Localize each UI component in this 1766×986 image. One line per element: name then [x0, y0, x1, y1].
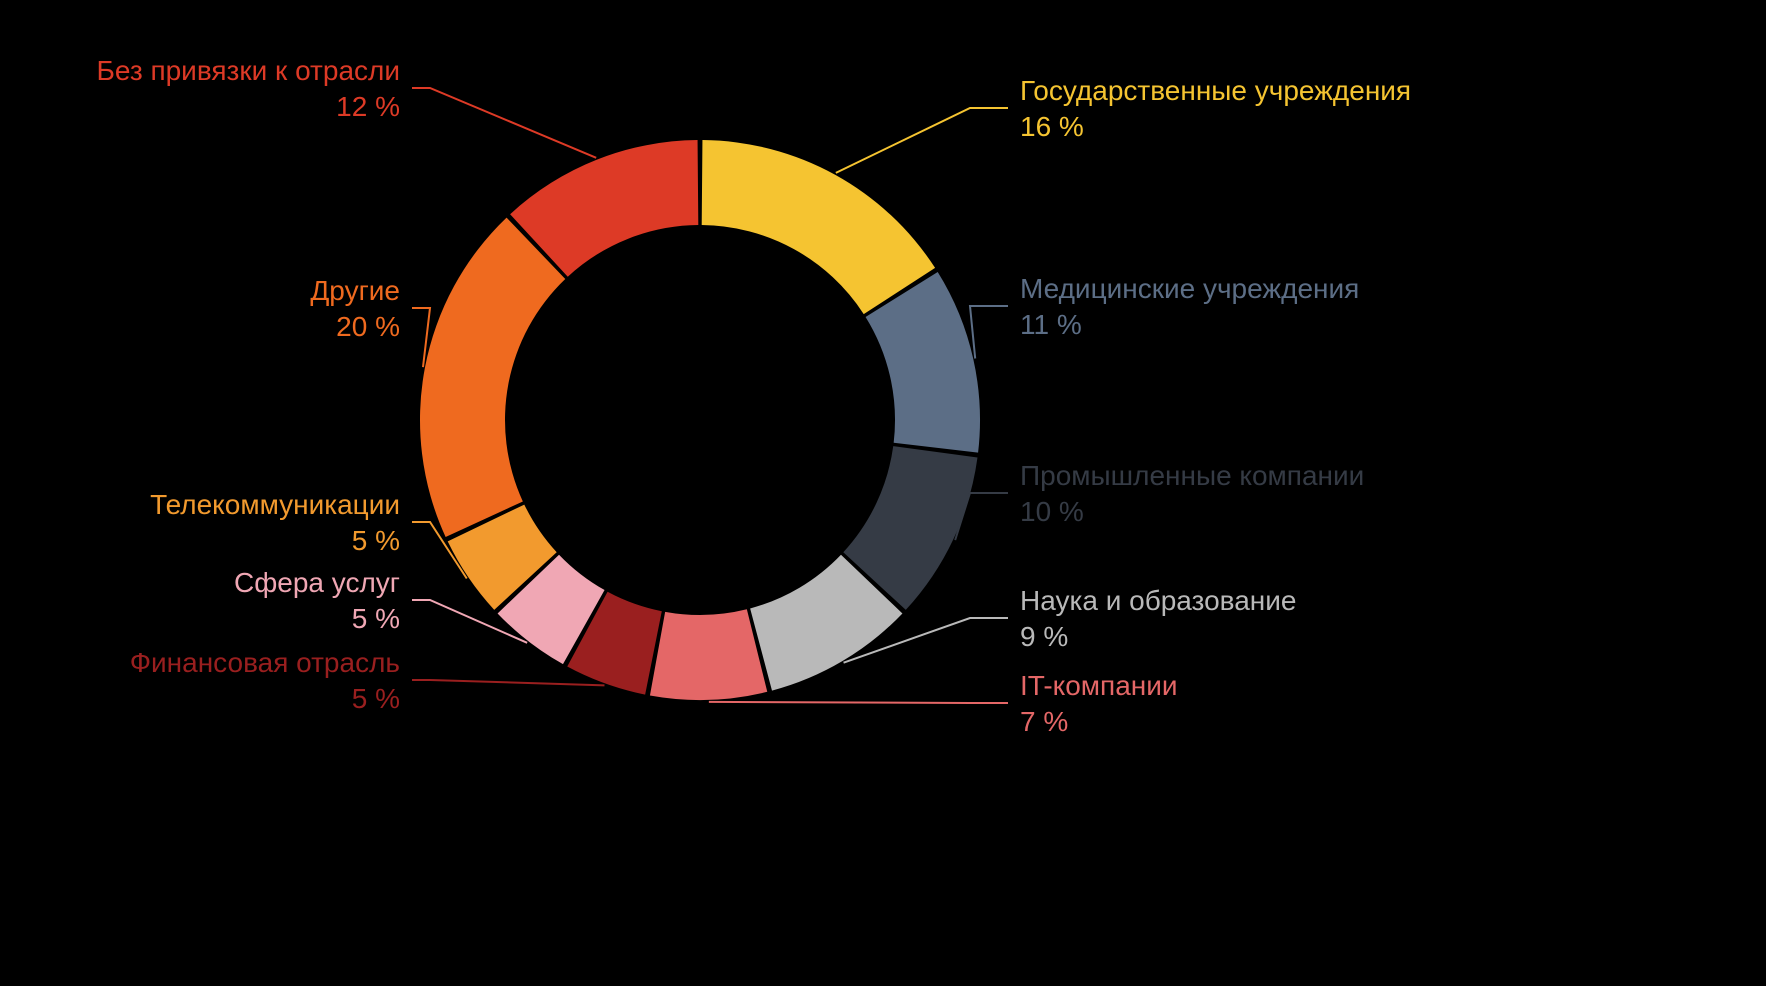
donut-chart: Государственные учреждения 16 % Медицински…: [0, 0, 1766, 986]
leader-line: [970, 306, 1008, 358]
slice-label-pct: 9 %: [1020, 621, 1068, 652]
slice-label-pct: 11 %: [1020, 309, 1082, 340]
leader-line: [709, 702, 1008, 703]
slice-label-name: Другие: [310, 275, 400, 306]
leader-line: [412, 88, 596, 158]
slice-label-name: Промышленные компании: [1020, 460, 1364, 491]
slice-label-pct: 12 %: [336, 91, 400, 122]
slice-label-pct: 20 %: [336, 311, 400, 342]
slice-label-pct: 5 %: [352, 525, 400, 556]
slice-label-pct: 5 %: [352, 603, 400, 634]
leader-line: [836, 108, 1008, 173]
slice-label-name: Телекоммуникации: [150, 489, 400, 520]
leader-line: [412, 680, 604, 685]
slice-label-name: Государственные учреждения: [1020, 75, 1411, 106]
donut-slices: [420, 140, 980, 700]
slice-label-pct: 10 %: [1020, 496, 1084, 527]
slice-label-name: IT-компании: [1020, 670, 1178, 701]
slice-label-name: Медицинские учреждения: [1020, 273, 1359, 304]
slice-label-name: Финансовая отрасль: [130, 647, 400, 678]
slice-label-name: Наука и образование: [1020, 585, 1296, 616]
donut-slice: [420, 218, 565, 537]
donut-slice: [702, 140, 935, 314]
slice-label-pct: 5 %: [352, 683, 400, 714]
slice-label-name: Без привязки к отрасли: [97, 55, 401, 86]
slice-label-name: Сфера услуг: [234, 567, 400, 598]
slice-label-pct: 7 %: [1020, 706, 1068, 737]
slice-label-pct: 16 %: [1020, 111, 1084, 142]
chart-container: Государственные учреждения 16 % Медицински…: [0, 0, 1766, 986]
donut-slice: [650, 609, 767, 700]
